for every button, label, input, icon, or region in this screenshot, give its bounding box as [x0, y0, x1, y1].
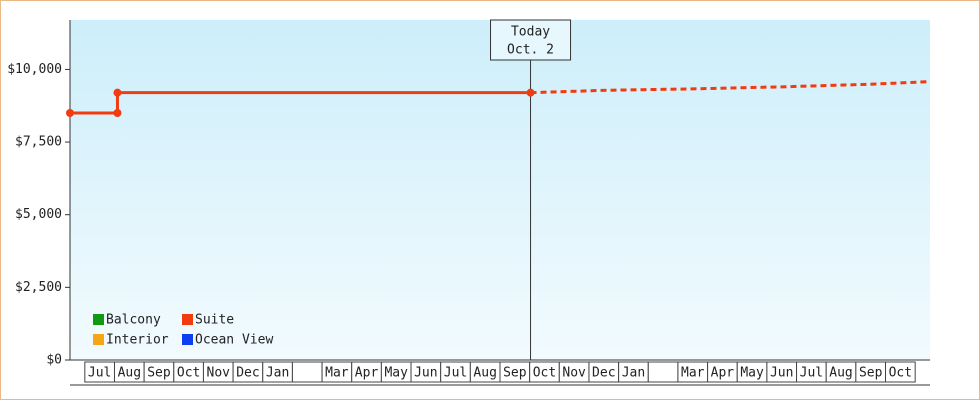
- x-tick-label: Aug: [473, 366, 496, 381]
- x-tick-label: Aug: [829, 366, 852, 381]
- x-tick-label: Jun: [414, 366, 437, 381]
- today-label: Oct. 2: [507, 43, 554, 58]
- x-tick-cell: [647, 361, 679, 383]
- x-tick-label: Jul: [800, 366, 823, 381]
- legend-swatch: [93, 334, 104, 345]
- x-tick-label: Jun: [770, 366, 793, 381]
- projection-line: [530, 80, 931, 95]
- x-tick-label: Sep: [503, 366, 527, 381]
- today-box: [490, 19, 572, 61]
- x-tick-cell: [291, 361, 323, 383]
- x-tick-label: May: [384, 366, 408, 381]
- legend-label: Balcony: [106, 313, 161, 328]
- today-label: Today: [511, 25, 550, 40]
- x-tick-label: Nov: [207, 366, 231, 381]
- y-tick-label: $0: [46, 353, 62, 368]
- legend-swatch: [93, 314, 104, 325]
- x-tick-label: Oct: [177, 366, 200, 381]
- x-tick-cell: [885, 361, 916, 383]
- y-tick-label: $10,000: [7, 62, 62, 77]
- y-tick-label: $2,500: [15, 280, 62, 295]
- x-tick-label: Sep: [147, 366, 171, 381]
- legend-swatch: [182, 314, 193, 325]
- y-tick-label: $5,000: [15, 207, 62, 222]
- x-tick-label: May: [740, 366, 764, 381]
- x-tick-label: Mar: [681, 366, 705, 381]
- x-tick-label: Oct: [533, 366, 556, 381]
- y-tick-label: $7,500: [15, 135, 62, 150]
- point: [113, 88, 122, 97]
- legend-swatch: [182, 334, 193, 345]
- x-tick-label: Apr: [355, 366, 379, 381]
- plot-area: [70, 20, 930, 360]
- x-tick-label: Jul: [88, 366, 111, 381]
- point: [113, 108, 122, 117]
- x-tick-label: Apr: [711, 366, 735, 381]
- x-tick-label: Jan: [622, 366, 645, 381]
- x-tick-label: Nov: [562, 366, 586, 381]
- point: [66, 108, 74, 117]
- series-line: [70, 91, 531, 115]
- legend-label: Interior: [106, 333, 169, 348]
- x-tick-label: Sep: [859, 366, 883, 381]
- x-tick-label: Dec: [592, 366, 615, 381]
- x-tick-label: Oct: [889, 366, 912, 381]
- x-tick-label: Mar: [325, 366, 349, 381]
- x-tick-label: Dec: [236, 366, 259, 381]
- x-tick-label: Aug: [118, 366, 141, 381]
- x-tick-label: Jan: [266, 366, 289, 381]
- legend-label: Suite: [195, 313, 234, 328]
- legend-label: Ocean View: [195, 333, 273, 348]
- x-tick-label: Jul: [444, 366, 467, 381]
